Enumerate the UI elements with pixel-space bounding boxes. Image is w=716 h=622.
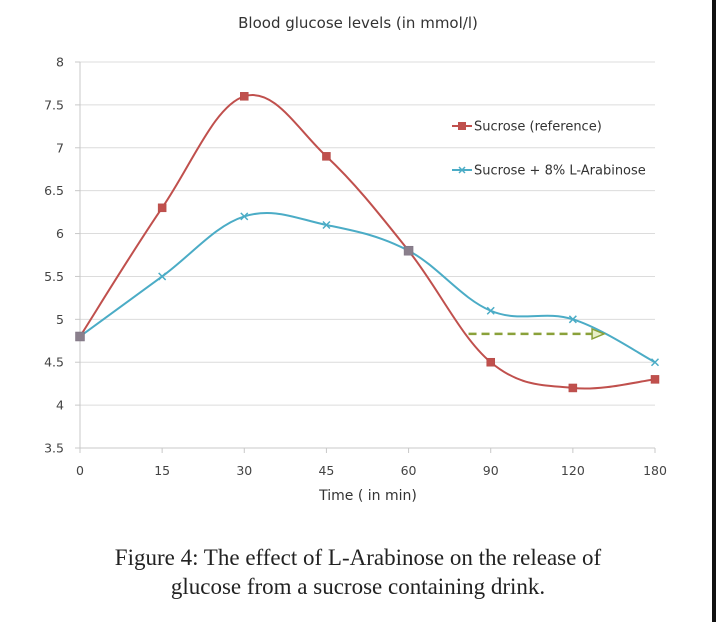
series-sucrose-reference xyxy=(75,92,660,393)
legend: Sucrose (reference) Sucrose + 8% L-Arabin… xyxy=(452,120,646,179)
x-tick-label: 60 xyxy=(401,463,417,478)
figure-caption: Figure 4: The effect of L-Arabinose on t… xyxy=(0,543,716,601)
data-point-square xyxy=(568,383,578,393)
marker-stroke xyxy=(240,212,249,221)
y-tick-label: 5.5 xyxy=(44,269,64,284)
y-tick-label: 3.5 xyxy=(44,441,64,456)
y-tick-label: 8 xyxy=(56,55,64,70)
data-point-square xyxy=(157,203,167,213)
y-tick-label: 4 xyxy=(56,398,64,413)
x-tick-label: 15 xyxy=(154,463,170,478)
marker-stroke xyxy=(486,306,495,315)
annotations xyxy=(468,327,607,341)
series-line xyxy=(79,212,656,364)
data-point-x xyxy=(650,358,660,367)
legend-item: Sucrose (reference) xyxy=(452,120,602,135)
data-point-overlap xyxy=(75,331,85,342)
marker-stroke xyxy=(650,358,660,367)
data-point-x xyxy=(158,272,167,281)
series-group xyxy=(75,92,660,393)
x-tick-label: 90 xyxy=(483,463,499,478)
data-point-x xyxy=(322,220,331,230)
y-tick-label: 7.5 xyxy=(44,97,64,112)
annotation-arrow xyxy=(468,327,607,341)
data-point-square xyxy=(650,375,660,384)
legend-label: Sucrose + 8% L-Arabinose xyxy=(474,164,646,179)
marker-stroke xyxy=(568,315,577,324)
data-point-x xyxy=(240,212,249,221)
y-tick-label: 5 xyxy=(56,312,64,327)
x-tick-label: 30 xyxy=(236,463,252,478)
x-tick-label: 0 xyxy=(76,463,84,478)
y-tick-label: 6 xyxy=(56,226,64,241)
legend-marker-square xyxy=(458,122,466,130)
legend-marker-x xyxy=(458,166,466,174)
marker-stroke xyxy=(158,272,167,281)
series-line xyxy=(79,94,656,390)
x-tick-label: 120 xyxy=(561,463,585,478)
data-point-square xyxy=(322,152,331,161)
data-point-overlap xyxy=(403,245,414,256)
chart-title: Blood glucose levels (in mmol/l) xyxy=(238,14,478,32)
gridlines xyxy=(75,61,656,453)
data-point-x xyxy=(568,315,577,324)
data-point-square xyxy=(486,357,495,367)
caption-line-2: glucose from a sucrose containing drink. xyxy=(170,574,546,599)
frame-edge xyxy=(712,0,716,622)
x-axis-ticks: 0 15 30 45 60 90 120 180 xyxy=(76,463,667,478)
caption-line-1: Figure 4: The effect of L-Arabinose on t… xyxy=(114,545,602,570)
y-axis-ticks: 3.5 4 4.5 5 5.5 6 6.5 7 7.5 8 xyxy=(44,55,64,456)
legend-item: Sucrose + 8% L-Arabinose xyxy=(452,164,646,179)
x-tick-label: 180 xyxy=(643,463,667,478)
legend-label: Sucrose (reference) xyxy=(474,120,602,135)
x-axis-label: Time ( in min) xyxy=(318,488,417,504)
y-tick-label: 4.5 xyxy=(44,355,64,370)
y-tick-label: 7 xyxy=(56,140,64,155)
marker-stroke xyxy=(322,220,331,230)
data-point-x xyxy=(486,306,495,315)
y-tick-label: 6.5 xyxy=(44,183,64,198)
data-point-square xyxy=(240,92,249,101)
x-tick-label: 45 xyxy=(318,463,334,478)
series-sucrose-arabinose xyxy=(75,212,660,367)
line-chart: 3.5 4 4.5 5 5.5 6 6.5 7 7.5 8 0 15 30 45 60 90 120 180 T… xyxy=(44,55,667,505)
arrow-head xyxy=(591,327,607,341)
